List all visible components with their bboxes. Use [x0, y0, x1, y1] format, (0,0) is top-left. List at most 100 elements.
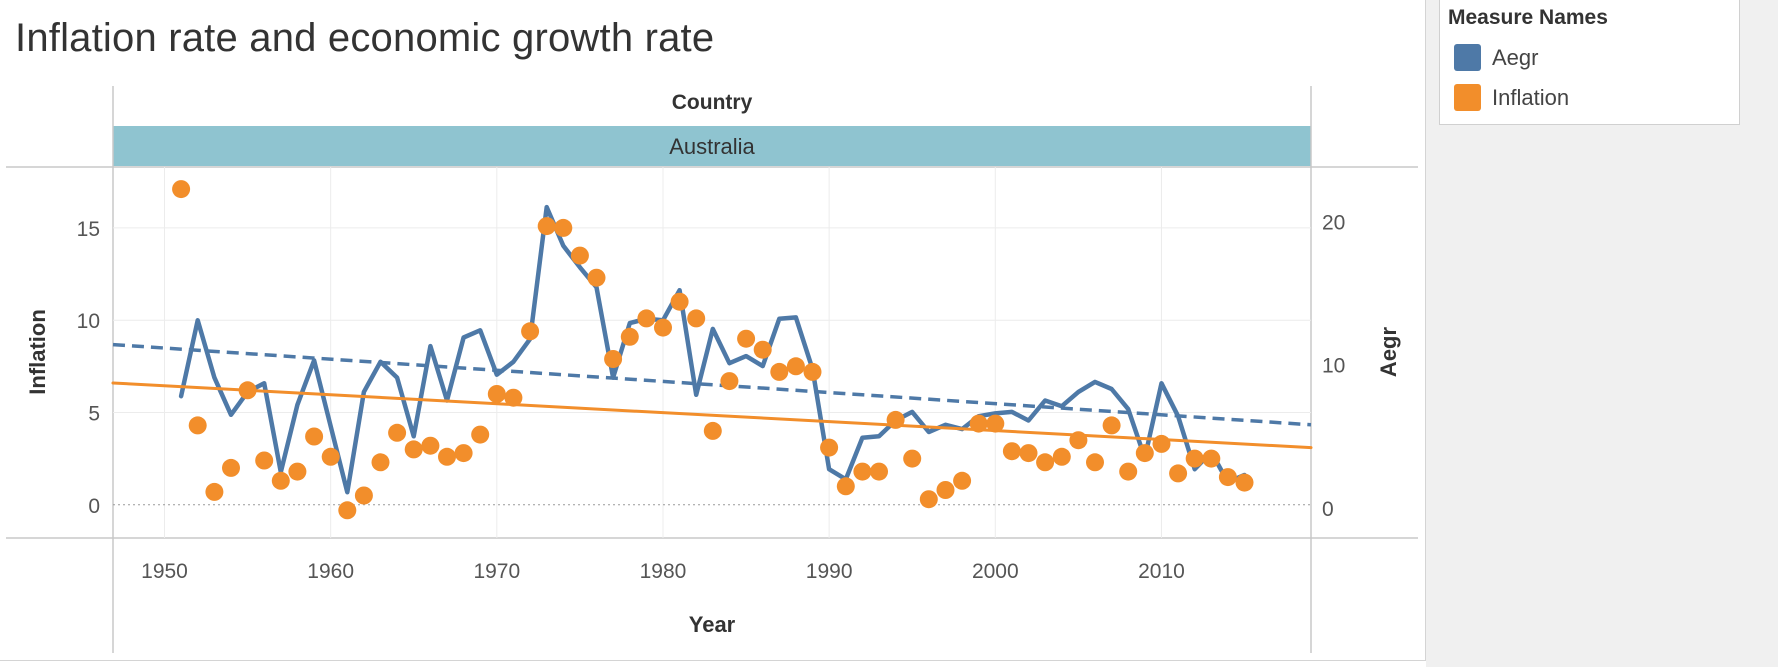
legend-swatch-aegr	[1454, 44, 1481, 71]
x-axis-title: Year	[689, 612, 736, 637]
inflation-point	[1152, 434, 1171, 453]
inflation-point	[188, 416, 207, 435]
inflation-point	[703, 421, 722, 440]
left-tick-label: 5	[88, 402, 100, 425]
panel-header: Country	[672, 91, 753, 114]
legend: Measure Names Aegr Inflation	[1439, 0, 1740, 125]
legend-label-inflation: Inflation	[1492, 85, 1570, 110]
right-tick-label: 0	[1322, 498, 1334, 521]
inflation-point	[371, 453, 390, 472]
inflation-point	[1086, 453, 1104, 472]
inflation-point	[836, 477, 855, 496]
panel-label: Australia	[669, 134, 755, 159]
right-tick-label: 10	[1322, 355, 1345, 378]
inflation-point	[172, 180, 191, 199]
legend-swatch-inflation	[1454, 84, 1481, 111]
inflation-point	[521, 322, 540, 341]
right-axis-ticks: 0 10 20	[1322, 211, 1345, 520]
x-tick-label: 1970	[473, 560, 520, 583]
inflation-point	[770, 362, 789, 381]
inflation-point	[421, 436, 440, 455]
right-tick-label: 20	[1322, 211, 1345, 234]
inflation-point	[803, 362, 822, 381]
x-tick-label: 2010	[1138, 560, 1185, 583]
aegr-line	[178, 204, 1247, 495]
x-axis-ticks: 1950 1960 1970 1980 1990 2000 2010	[141, 560, 1185, 583]
inflation-point	[205, 482, 224, 501]
inflation-point	[919, 490, 938, 509]
legend-title: Measure Names	[1448, 6, 1608, 29]
inflation-point	[354, 486, 373, 505]
inflation-point	[786, 357, 805, 376]
grid	[113, 167, 1311, 538]
chart: Country Australia 1950 1960 1970 1980 1990 20…	[6, 86, 1418, 653]
inflation-point	[454, 444, 473, 463]
inflation-point	[1202, 449, 1221, 468]
inflation-point	[620, 327, 639, 346]
left-axis-ticks: 0 5 10 15	[77, 218, 100, 518]
x-tick-label: 1950	[141, 560, 188, 583]
panel-band	[113, 126, 1311, 166]
page-title: Inflation rate and economic growth rate	[15, 16, 715, 60]
inflation-point	[537, 217, 556, 236]
inflation-point	[654, 318, 672, 337]
inflation-point	[903, 449, 922, 468]
inflation-point	[570, 246, 589, 265]
inflation-point	[1102, 416, 1121, 435]
inflation-point	[886, 410, 905, 429]
left-tick-label: 0	[88, 495, 100, 518]
inflation-point	[604, 350, 623, 368]
right-axis-title: Aegr	[1376, 327, 1401, 378]
inflation-point	[1002, 442, 1021, 461]
inflation-point	[953, 471, 972, 490]
x-tick-label: 2000	[972, 560, 1019, 583]
inflation-point	[1036, 453, 1055, 472]
inflation-point	[1135, 444, 1154, 463]
inflation-point	[1052, 447, 1071, 466]
inflation-trend	[111, 381, 1313, 450]
inflation-point	[238, 381, 257, 400]
inflation-point	[1119, 462, 1138, 481]
left-tick-label: 10	[77, 310, 100, 333]
inflation-point	[820, 438, 839, 457]
left-axis-title: Inflation	[25, 309, 50, 395]
series	[111, 180, 1313, 520]
inflation-point	[438, 447, 456, 466]
inflation-point	[222, 458, 240, 477]
inflation-point	[936, 481, 955, 499]
inflation-point	[554, 218, 573, 237]
inflation-point	[1019, 444, 1038, 463]
legend-label-aegr: Aegr	[1492, 45, 1539, 70]
x-tick-label: 1960	[307, 560, 354, 583]
inflation-point	[870, 462, 888, 481]
inflation-point	[338, 501, 357, 520]
inflation-point	[1169, 464, 1188, 483]
inflation-point	[271, 471, 290, 490]
inflation-point	[670, 292, 689, 311]
inflation-point	[404, 440, 423, 459]
inflation-point	[737, 329, 756, 348]
aegr-trend	[112, 342, 1312, 427]
x-tick-label: 1990	[806, 560, 853, 583]
inflation-point	[1185, 449, 1204, 468]
inflation-point	[321, 447, 340, 466]
inflation-point	[587, 268, 606, 287]
inflation-point	[1069, 431, 1088, 450]
inflation-point	[969, 414, 988, 433]
inflation-point	[1218, 468, 1237, 487]
left-tick-label: 15	[77, 218, 100, 241]
inflation-point	[487, 385, 506, 403]
inflation-point	[853, 462, 872, 481]
inflation-point	[687, 309, 706, 328]
inflation-point	[288, 462, 307, 481]
inflation-point	[637, 309, 656, 328]
inflation-point	[471, 425, 490, 444]
inflation-point	[504, 388, 523, 407]
x-tick-label: 1980	[640, 560, 687, 583]
inflation-point	[720, 372, 739, 391]
inflation-point	[1235, 473, 1254, 492]
inflation-point	[255, 451, 274, 470]
inflation-point	[305, 427, 324, 446]
inflation-point	[986, 414, 1005, 433]
inflation-point	[388, 423, 407, 442]
